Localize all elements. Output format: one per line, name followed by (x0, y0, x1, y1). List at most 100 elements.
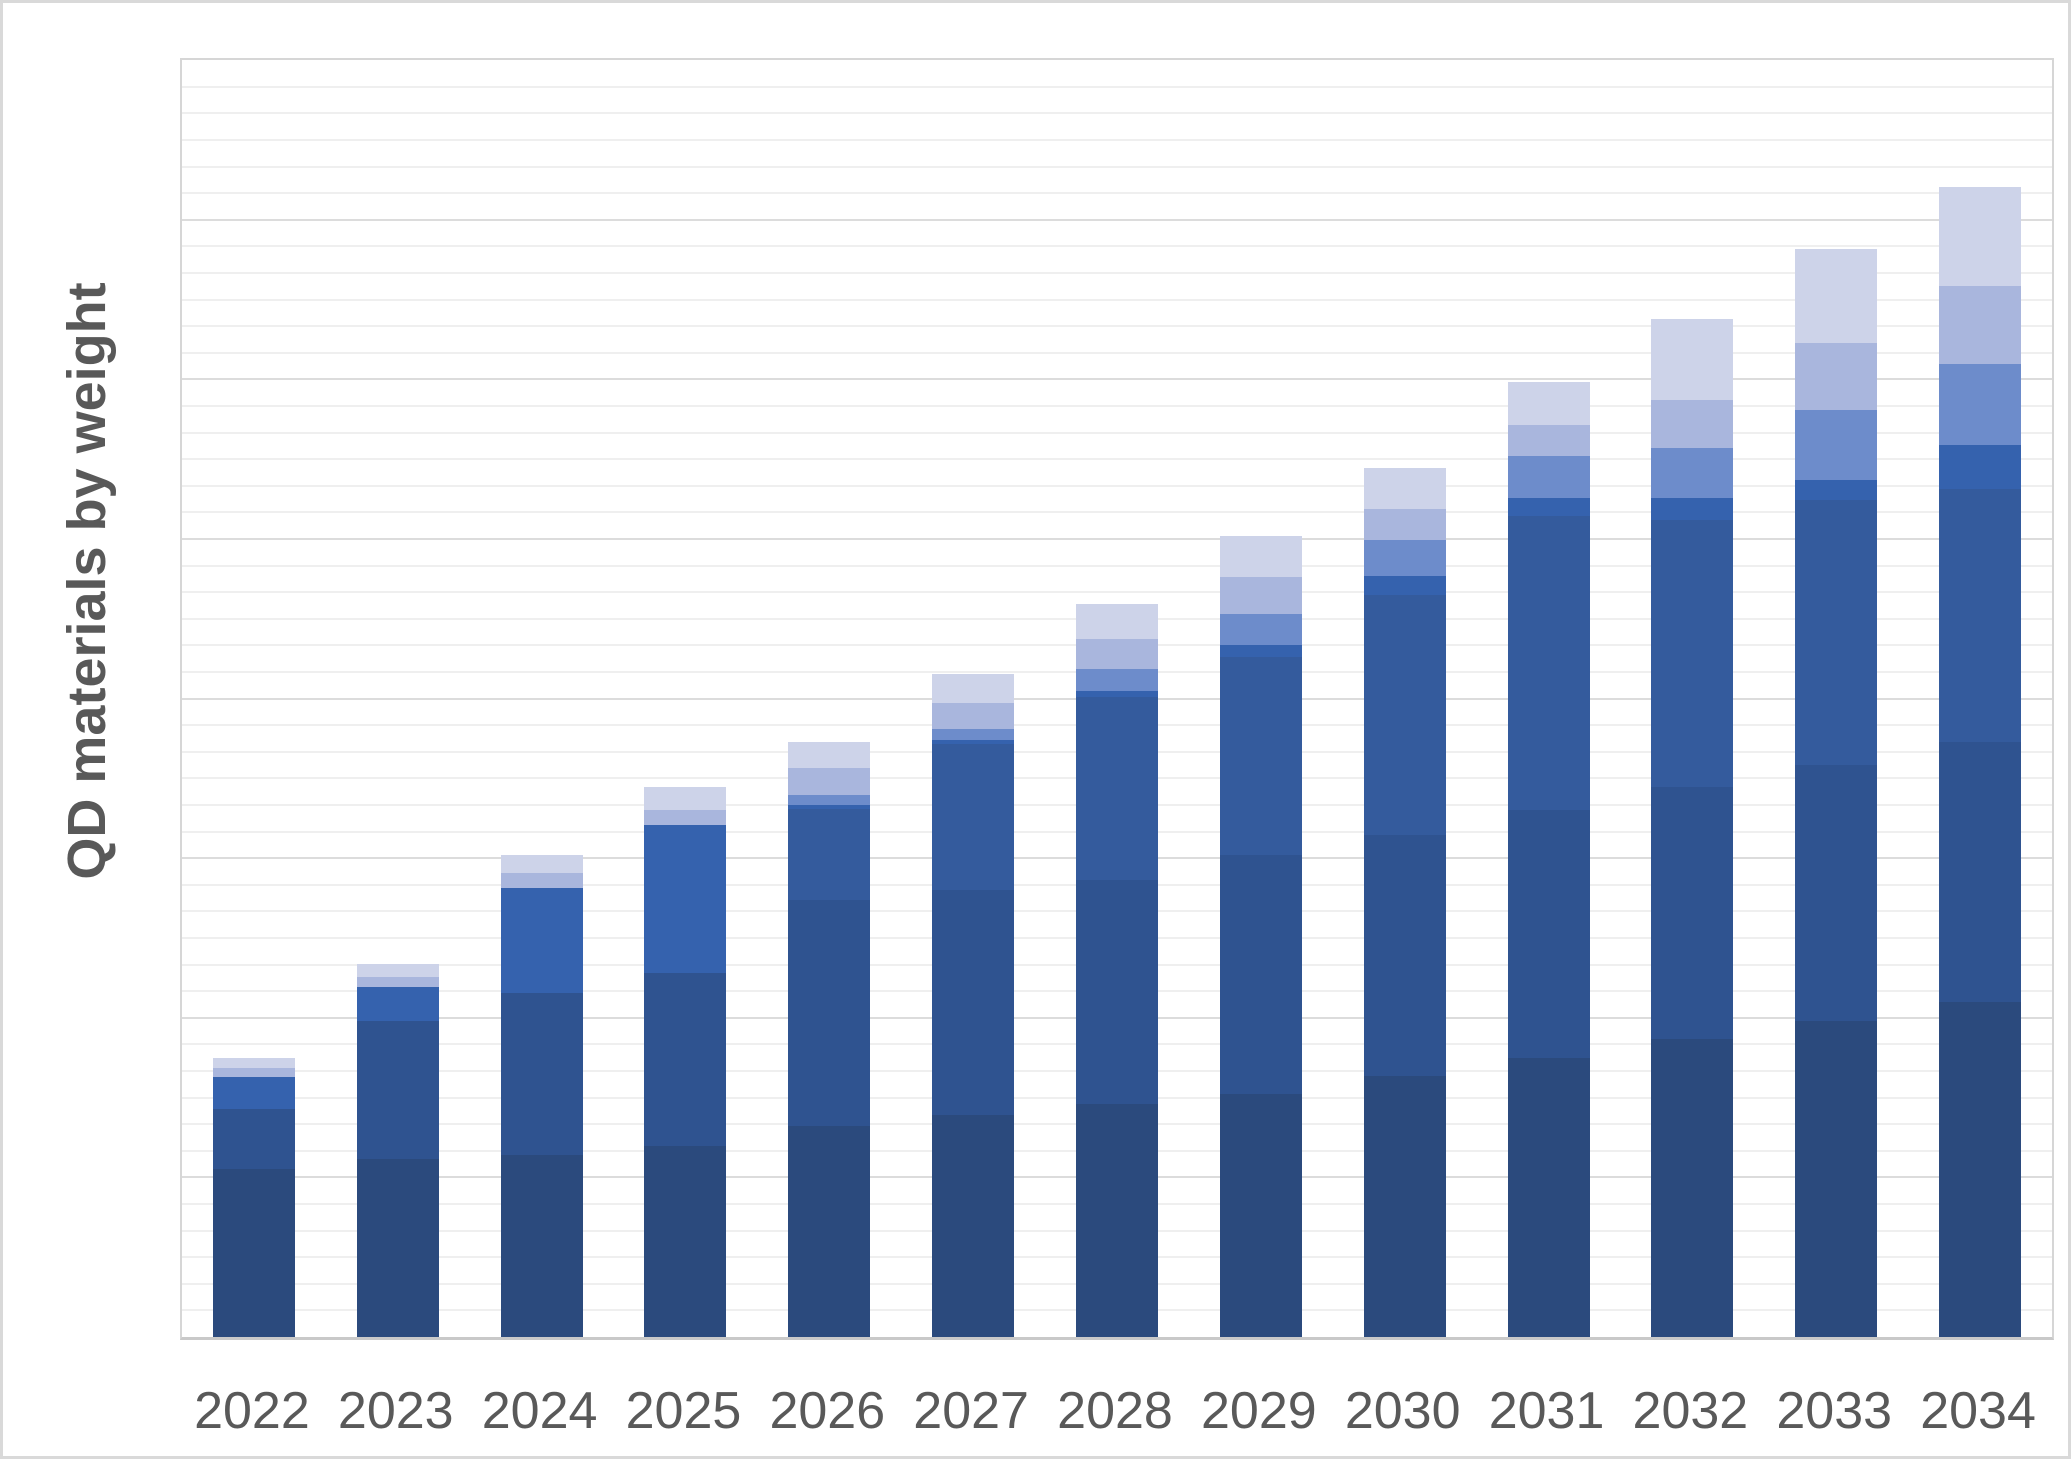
bar-2028-series-2-dark-blue (1076, 880, 1158, 1104)
bar-2034-series-3-medium-blue (1939, 489, 2022, 742)
bar-2025-series-6-periwinkle (644, 810, 727, 825)
minor-gridline (182, 484, 2052, 487)
x-axis-label-2025: 2025 (625, 1382, 742, 1440)
bar-2023-series-6-periwinkle (356, 977, 439, 987)
bar-2032-series-2-dark-blue (1651, 787, 1734, 1039)
bar-2026-series-7-pale-lavender-top (788, 742, 871, 768)
bar-2025-series-1-darkest-navy-bottom (644, 1146, 727, 1337)
bar-2032-series-3-medium-blue (1651, 520, 1734, 787)
bar-2027 (932, 674, 1015, 1337)
x-axis-label-2030: 2030 (1344, 1382, 1461, 1440)
minor-gridline (182, 139, 2052, 141)
bar-2028-series-5-cornflower (1076, 669, 1158, 691)
minor-gridline (182, 112, 2052, 115)
bar-2028-series-4-bright-blue (1076, 691, 1158, 697)
bar-2024-series-7-pale-lavender-top (500, 855, 583, 873)
bar-2034 (1939, 187, 2022, 1337)
x-axis-label-2032: 2032 (1632, 1382, 1749, 1440)
bar-2030-series-3-medium-blue (1363, 595, 1446, 835)
bar-2032-series-7-pale-lavender-top (1651, 319, 1734, 400)
bar-2026-series-3-medium-blue (788, 809, 871, 900)
bar-2030-series-1-darkest-navy-bottom (1363, 1076, 1446, 1337)
x-axis-label-2033: 2033 (1776, 1382, 1893, 1440)
minor-gridline (182, 591, 2052, 594)
bar-2023-series-2-dark-blue (356, 1021, 439, 1159)
bar-2034-series-7-pale-lavender-top (1939, 187, 2022, 286)
x-axis-label-2034: 2034 (1920, 1382, 2036, 1440)
bar-2024-series-2-dark-blue (500, 993, 583, 1155)
bar-2024-series-4-bright-blue (500, 888, 583, 993)
bar-2033-series-6-periwinkle (1795, 343, 1878, 410)
bar-2034-series-2-dark-blue (1939, 742, 2022, 1002)
bar-2022-series-4-bright-blue (212, 1077, 295, 1109)
minor-gridline (182, 564, 2052, 567)
bar-2031-series-7-pale-lavender-top (1507, 382, 1590, 425)
bar-2034-series-6-periwinkle (1939, 286, 2022, 364)
bar-2025 (644, 787, 727, 1337)
major-gridline (182, 538, 2052, 540)
minor-gridline (182, 165, 2052, 168)
bar-2028-series-3-medium-blue (1076, 697, 1158, 880)
bar-2025-series-7-pale-lavender-top (644, 787, 727, 810)
bar-2026-series-2-dark-blue (788, 900, 871, 1126)
bar-2031-series-6-periwinkle (1507, 425, 1590, 456)
bar-2034-series-5-cornflower (1939, 364, 2022, 445)
bar-2023-series-7-pale-lavender-top (356, 964, 439, 977)
bar-2032-series-1-darkest-navy-bottom (1651, 1039, 1734, 1337)
minor-gridline (182, 272, 2052, 274)
bar-2032-series-5-cornflower (1651, 448, 1734, 498)
bar-2031-series-4-bright-blue (1507, 498, 1590, 516)
minor-gridline (182, 405, 2052, 407)
x-axis-label-2022: 2022 (194, 1382, 310, 1440)
bar-2026-series-6-periwinkle (788, 768, 871, 795)
minor-gridline (182, 511, 2052, 514)
minor-gridline (182, 192, 2052, 195)
bar-2023 (356, 964, 439, 1337)
bar-2030-series-7-pale-lavender-top (1363, 468, 1446, 509)
major-gridline (182, 218, 2052, 221)
minor-gridline (182, 85, 2052, 88)
bar-2027-series-5-cornflower (932, 729, 1015, 740)
x-axis-label-2031: 2031 (1488, 1382, 1605, 1440)
bar-2029-series-4-bright-blue (1219, 645, 1302, 657)
x-axis-label-2024: 2024 (481, 1382, 598, 1440)
x-axis-labels: 2022 2023 2024 2025 2026 2027 2028 2029 2030 2031… (3, 1381, 2068, 1451)
bar-2028 (1076, 604, 1158, 1337)
minor-gridline (182, 245, 2052, 248)
bar-2029-series-7-pale-lavender-top (1219, 536, 1302, 577)
major-gridline (182, 378, 2052, 381)
bar-2022-series-2-dark-blue (212, 1109, 295, 1169)
bar-2033-series-3-medium-blue (1795, 500, 1878, 765)
bar-2029-series-5-cornflower (1219, 614, 1302, 645)
bar-2033-series-1-darkest-navy-bottom (1795, 1021, 1878, 1337)
bar-2029-series-6-periwinkle (1219, 577, 1302, 614)
bar-2025-series-4-bright-blue (644, 825, 727, 973)
bar-2026-series-4-bright-blue (788, 805, 871, 809)
bar-2023-series-1-darkest-navy-bottom (356, 1159, 439, 1337)
bar-2026-series-1-darkest-navy-bottom (788, 1126, 871, 1337)
bar-2031-series-2-dark-blue (1507, 810, 1590, 1058)
bar-2022 (212, 1058, 295, 1337)
bar-2032-series-6-periwinkle (1651, 400, 1734, 448)
bar-2031-series-1-darkest-navy-bottom (1507, 1058, 1590, 1337)
bar-2034-series-1-darkest-navy-bottom (1939, 1002, 2022, 1337)
bar-2023-series-4-bright-blue (356, 987, 439, 1021)
x-axis-label-2027: 2027 (913, 1382, 1029, 1440)
x-axis-label-2028: 2028 (1057, 1382, 1173, 1440)
bar-2024 (500, 855, 583, 1337)
bar-2030-series-2-dark-blue (1363, 835, 1446, 1076)
bar-2031-series-3-medium-blue (1507, 516, 1590, 810)
bar-2031 (1507, 382, 1590, 1337)
x-axis-label-2026: 2026 (769, 1382, 886, 1440)
bar-2028-series-1-darkest-navy-bottom (1076, 1104, 1158, 1337)
bar-2030 (1363, 468, 1446, 1337)
minor-gridline (182, 351, 2052, 354)
bar-2033-series-7-pale-lavender-top (1795, 249, 1878, 343)
bar-2033-series-4-bright-blue (1795, 480, 1878, 500)
minor-gridline (182, 325, 2052, 328)
bar-2032-series-4-bright-blue (1651, 498, 1734, 520)
bar-2027-series-7-pale-lavender-top (932, 674, 1015, 703)
bar-2024-series-6-periwinkle (500, 873, 583, 888)
bar-2031-series-5-cornflower (1507, 456, 1590, 498)
